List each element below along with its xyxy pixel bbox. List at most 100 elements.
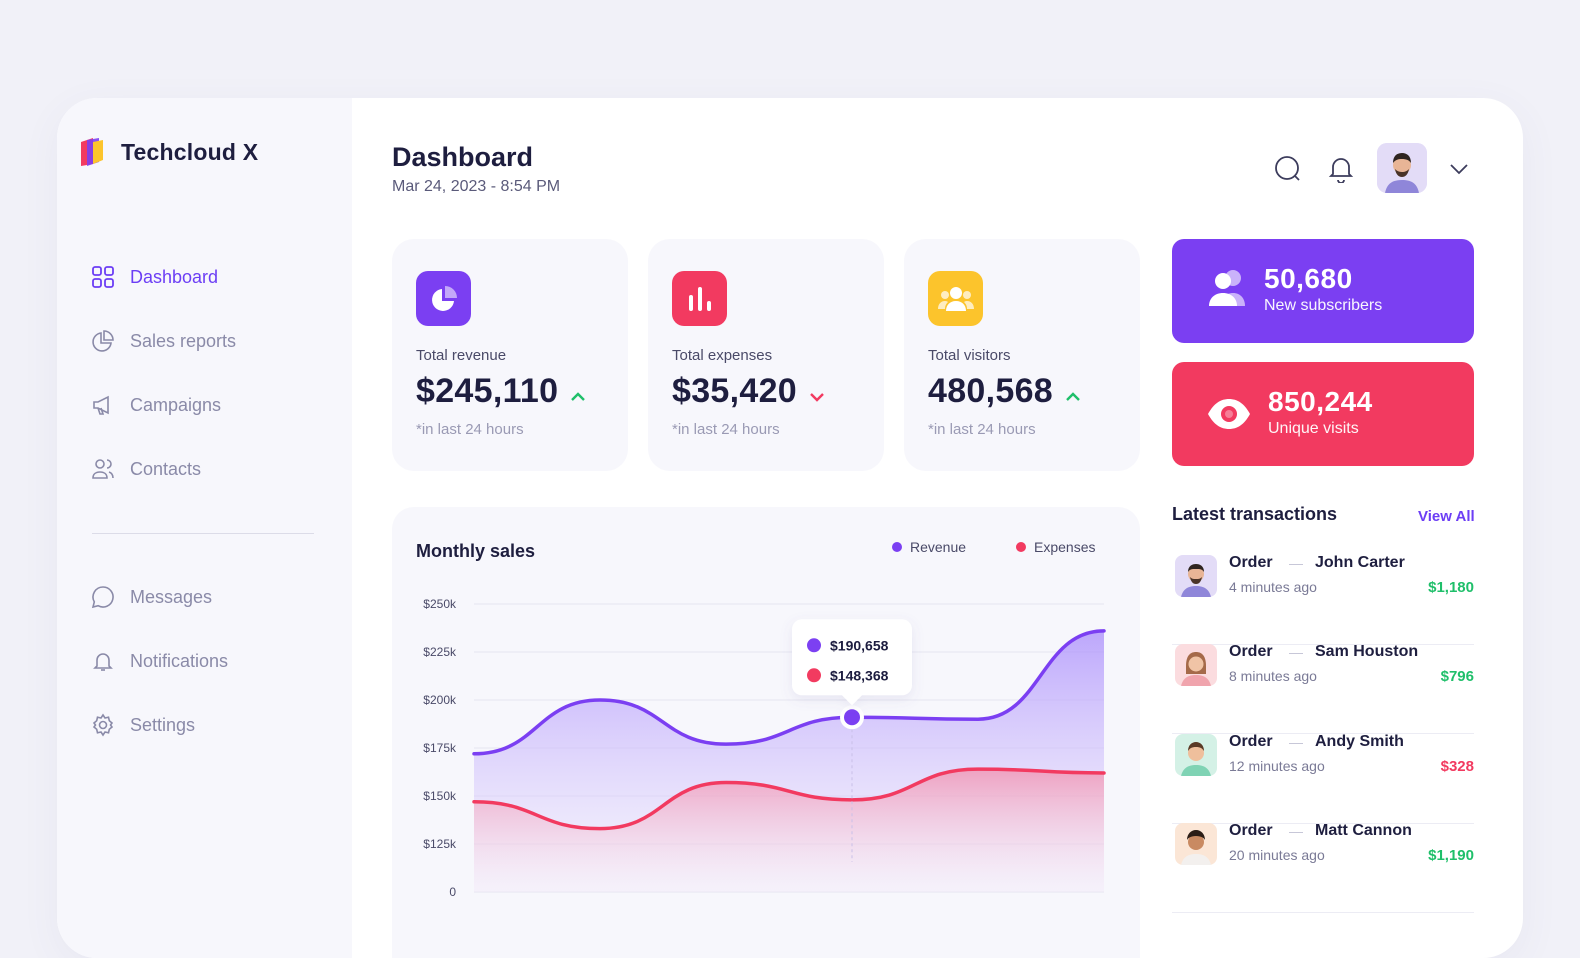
- legend-expenses[interactable]: Expenses: [1016, 539, 1095, 555]
- separator: [1289, 832, 1303, 833]
- expenses-line: [472, 767, 1106, 831]
- stat-value-text: $35,420: [672, 372, 798, 410]
- y-tick-label: $200k: [423, 693, 457, 707]
- stat-card-visitors[interactable]: Total visitors 480,568 *in last 24 hours: [904, 239, 1140, 471]
- trend-down-icon: [810, 392, 824, 402]
- highlight-card-visits[interactable]: 850,244 Unique visits: [1172, 362, 1474, 466]
- y-tick-label: $125k: [423, 837, 457, 851]
- y-tick-label: $250k: [423, 597, 457, 611]
- transaction-type: Order: [1229, 643, 1273, 660]
- transaction-customer: Andy Smith: [1315, 733, 1404, 750]
- legend-label: Revenue: [910, 539, 967, 555]
- sidebar-divider: [92, 533, 314, 534]
- monthly-sales-chart[interactable]: $250k $225k $200k $175k $150k $125k 0 $190,658…: [392, 507, 1140, 958]
- chart-title: Monthly sales: [416, 541, 536, 561]
- transaction-row[interactable]: Order Andy Smith 12 minutes ago $328: [1172, 733, 1474, 824]
- tooltip-dot: [807, 668, 821, 683]
- avatar[interactable]: [1377, 143, 1427, 193]
- secondary-nav: Messages Notifications Settings: [90, 565, 330, 757]
- trend-up-icon: [1066, 391, 1080, 401]
- stat-label: Total revenue: [416, 347, 507, 364]
- transaction-type: Order: [1229, 554, 1273, 571]
- sidebar-item-notifications[interactable]: Notifications: [90, 629, 330, 693]
- search-button[interactable]: [1273, 154, 1303, 184]
- transaction-customer: Sam Houston: [1315, 643, 1419, 660]
- legend-dot-icon: [892, 542, 902, 552]
- trend-up-icon: [571, 391, 586, 401]
- stat-label: Total expenses: [672, 347, 773, 364]
- transactions-title: Latest transactions: [1172, 504, 1338, 524]
- stat-card-revenue[interactable]: Total revenue $245,110 *in last 24 hours: [392, 239, 628, 471]
- chevron-down-icon: [1450, 164, 1468, 175]
- sidebar: Techcloud X Dashboard Sales repor: [57, 98, 352, 958]
- app-window: Techcloud X Dashboard Sales repor: [57, 98, 1523, 958]
- avatar: [1175, 555, 1217, 597]
- transaction-amount: $1,190: [1428, 847, 1474, 864]
- chart-tooltip: $190,658 $148,368: [792, 619, 912, 706]
- transaction-customer: John Carter: [1315, 554, 1405, 571]
- separator: [1289, 653, 1303, 654]
- separator: [1289, 564, 1303, 565]
- avatar: [1175, 823, 1217, 865]
- sidebar-item-messages[interactable]: Messages: [90, 565, 330, 629]
- expenses-badge: [672, 271, 727, 326]
- y-tick-label: $225k: [423, 645, 457, 659]
- sidebar-item-label: Dashboard: [130, 266, 219, 287]
- bar-chart-icon: [688, 286, 711, 311]
- transaction-time: 4 minutes ago: [1229, 579, 1317, 595]
- notifications-button[interactable]: [1326, 154, 1356, 184]
- transaction-amount: $328: [1440, 758, 1474, 775]
- transaction-type: Order: [1229, 733, 1273, 750]
- monthly-sales-card: Monthly sales Revenue Expenses: [392, 507, 1140, 958]
- megaphone-icon: [90, 392, 116, 418]
- revenue-badge: [416, 271, 471, 326]
- highlight-value: 850,244: [1268, 386, 1373, 417]
- stat-value: 480,568: [928, 372, 1081, 411]
- view-all-link[interactable]: View All: [1418, 508, 1475, 525]
- transaction-row[interactable]: Order Matt Cannon 20 minutes ago $1,190: [1172, 822, 1474, 913]
- transaction-row[interactable]: Order John Carter 4 minutes ago $1,180: [1172, 554, 1474, 645]
- users-group-icon: [937, 286, 974, 311]
- transaction-row[interactable]: Order Sam Houston 8 minutes ago $796: [1172, 643, 1474, 734]
- user-avatar-icon: [1377, 143, 1427, 193]
- sidebar-item-label: Notifications: [130, 650, 229, 671]
- hover-point-dot: [844, 709, 860, 726]
- sidebar-item-label: Contacts: [130, 458, 202, 479]
- pie-chart-icon: [90, 328, 116, 354]
- highlight-card-subscribers[interactable]: 50,680 New subscribers: [1172, 239, 1474, 343]
- y-tick-label: 0: [449, 885, 456, 899]
- highlight-label: Unique visits: [1268, 420, 1359, 437]
- stat-card-expenses[interactable]: Total expenses $35,420 *in last 24 hours: [648, 239, 884, 471]
- page-date: Mar 24, 2023 - 8:54 PM: [392, 178, 561, 195]
- sidebar-item-label: Campaigns: [130, 394, 222, 415]
- search-icon: [1275, 156, 1300, 181]
- chat-bubble-icon: [90, 584, 116, 610]
- sidebar-item-dashboard[interactable]: Dashboard: [90, 245, 330, 309]
- grid-icon: [90, 264, 116, 290]
- bell-icon: [90, 648, 116, 674]
- transaction-amount: $796: [1440, 668, 1474, 685]
- stat-note: *in last 24 hours: [928, 421, 1036, 438]
- logo[interactable]: Techcloud X: [77, 136, 258, 168]
- legend-revenue[interactable]: Revenue: [892, 539, 966, 555]
- highlight-value: 50,680: [1264, 263, 1353, 294]
- stat-label: Total visitors: [928, 347, 1011, 364]
- app-name: Techcloud X: [121, 138, 259, 165]
- profile-menu-toggle[interactable]: [1444, 154, 1474, 184]
- sidebar-item-contacts[interactable]: Contacts: [90, 437, 330, 501]
- expenses-area: [474, 769, 1104, 892]
- y-tick-label: $150k: [423, 789, 457, 803]
- bell-icon: [1328, 158, 1354, 183]
- transaction-time: 20 minutes ago: [1229, 847, 1325, 863]
- sidebar-item-campaigns[interactable]: Campaigns: [90, 373, 330, 437]
- eye-icon: [1206, 391, 1252, 437]
- legend-dot-icon: [1016, 542, 1026, 552]
- pie-chart-icon: [431, 285, 457, 311]
- sidebar-item-settings[interactable]: Settings: [90, 693, 330, 757]
- stat-note: *in last 24 hours: [672, 421, 780, 438]
- users-icon: [1206, 265, 1252, 311]
- main-nav: Dashboard Sales reports Campaigns: [90, 245, 330, 501]
- avatar: [1175, 734, 1217, 776]
- sidebar-item-sales-reports[interactable]: Sales reports: [90, 309, 330, 373]
- stat-value-text: $245,110: [416, 372, 559, 410]
